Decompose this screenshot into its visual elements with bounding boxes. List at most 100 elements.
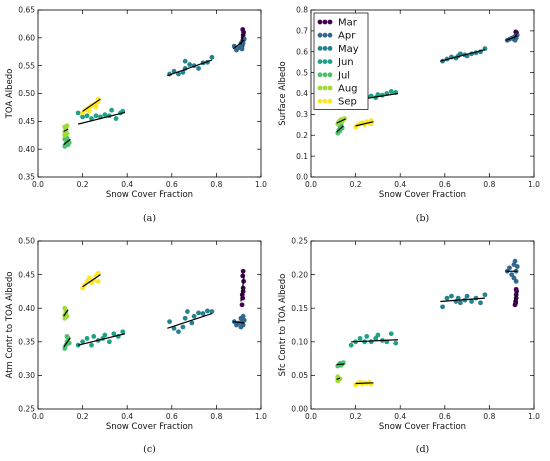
legend-marker [322,46,328,51]
y-tick-label: 0.25 [291,237,308,246]
y-tick-label: 0.8 [296,6,308,15]
y-tick-label: 0.65 [18,6,35,15]
y-tick-label: 0.35 [18,173,35,182]
data-point [348,342,354,348]
x-axis-label: Snow Cover Fraction [379,190,466,200]
data-point [388,331,394,337]
x-axis-label: Snow Cover Fraction [379,422,466,432]
y-tick-label: 0.0 [296,173,308,182]
y-tick-label: 0.30 [18,371,35,380]
x-tick-label: 1.0 [255,412,267,421]
panel-b: 0.0 0.2 0.4 0.6 0.8 1.0 0.0 0.1 0.2 0.3 0.4 0.5 0.6 0… [278,6,540,224]
data-point [109,107,114,113]
data-point [89,116,94,121]
legend-marker [327,19,333,25]
legend-marker [322,85,328,91]
panel-d: 0.0 0.2 0.4 0.6 0.8 1.0 0.00 0.05 0.10 0.15 0.20 0.… [278,237,540,455]
legend-marker [327,98,333,104]
x-tick-label: 0.4 [394,180,406,189]
y-tick-label: 0.45 [18,117,35,126]
data-point [513,278,519,284]
y-tick-label: 0.00 [291,405,308,414]
data-point [189,320,195,326]
y-tick-label: 0.2 [296,131,308,140]
fit-line [82,274,101,288]
data-point [512,258,518,264]
data-point [368,339,374,345]
x-tick-label: 1.0 [528,180,540,189]
y-tick-label: 0.25 [18,405,35,414]
series-jun [348,331,399,348]
data-point [84,336,90,341]
y-tick-label: 0.4 [296,89,308,98]
series-jun [75,107,126,121]
fit-line [355,382,374,385]
legend-label: Jun [337,57,354,68]
x-tick-label: 0.6 [439,180,451,189]
fit-line [336,125,344,133]
legend-marker [317,32,323,38]
panel-caption: (b) [416,213,430,224]
x-tick-label: 0.8 [483,180,495,189]
fit-line [77,111,126,125]
x-tick-label: 0.4 [394,412,406,421]
fit-line [440,297,485,303]
data-point [86,108,92,114]
legend-marker [322,19,328,25]
legend-marker [322,98,328,104]
y-tick-label: 0.20 [291,270,308,279]
x-axis-label: Snow Cover Fraction [106,422,193,432]
y-tick-label: 0.05 [291,371,308,380]
y-tick-label: 0.5 [296,68,308,77]
y-axis-label: Surface Albedo [278,61,288,125]
legend-marker [322,59,328,64]
data-point [80,114,85,120]
data-point [393,340,399,346]
fit-line [336,377,341,380]
data-point [364,334,370,339]
fit-line [167,59,213,77]
data-point [106,339,112,345]
legend-label: May [338,44,359,55]
x-axis-label: Snow Cover Fraction [106,190,193,200]
y-tick-label: 0.10 [291,338,308,347]
data-point [86,275,92,281]
panel-a: 0.0 0.2 0.4 0.6 0.8 1.0 0.35 0.40 0.45 0.50 0.55 0.… [5,6,267,224]
data-point [458,51,463,57]
legend-item-mar: Mar [317,18,358,29]
x-tick-label: 0.2 [350,412,362,421]
data-point [239,302,245,308]
x-tick-label: 0.8 [210,180,222,189]
x-tick-label: 0.8 [483,412,495,421]
y-tick-label: 0.55 [18,61,35,70]
fit-line [167,313,213,329]
data-point [240,313,246,319]
fit-line [505,35,518,41]
fit-line [513,293,518,302]
data-point [91,334,97,339]
legend: Mar Apr May Jun Jul Aug Sep [313,12,369,110]
fit-line [355,121,374,127]
legend-label: Apr [338,31,356,42]
fit-line [82,98,101,112]
x-tick-label: 1.0 [255,180,267,189]
legend-marker [317,59,323,64]
data-point [440,304,445,310]
legend-marker [317,19,323,25]
plot-frame [37,240,262,410]
data-point [75,110,81,116]
data-point [120,329,126,335]
data-point [375,332,381,338]
legend-label: Jul [337,70,350,81]
y-tick-label: 0.45 [18,270,35,279]
data-point [180,324,186,330]
fit-line [77,333,126,346]
data-point [62,136,68,142]
legend-item-aug: Aug [317,84,358,95]
data-point [514,264,520,269]
data-point [375,92,381,97]
data-point [93,113,99,119]
x-tick-label: 0.8 [210,412,222,421]
legend-marker [317,46,323,51]
data-point [102,332,108,338]
